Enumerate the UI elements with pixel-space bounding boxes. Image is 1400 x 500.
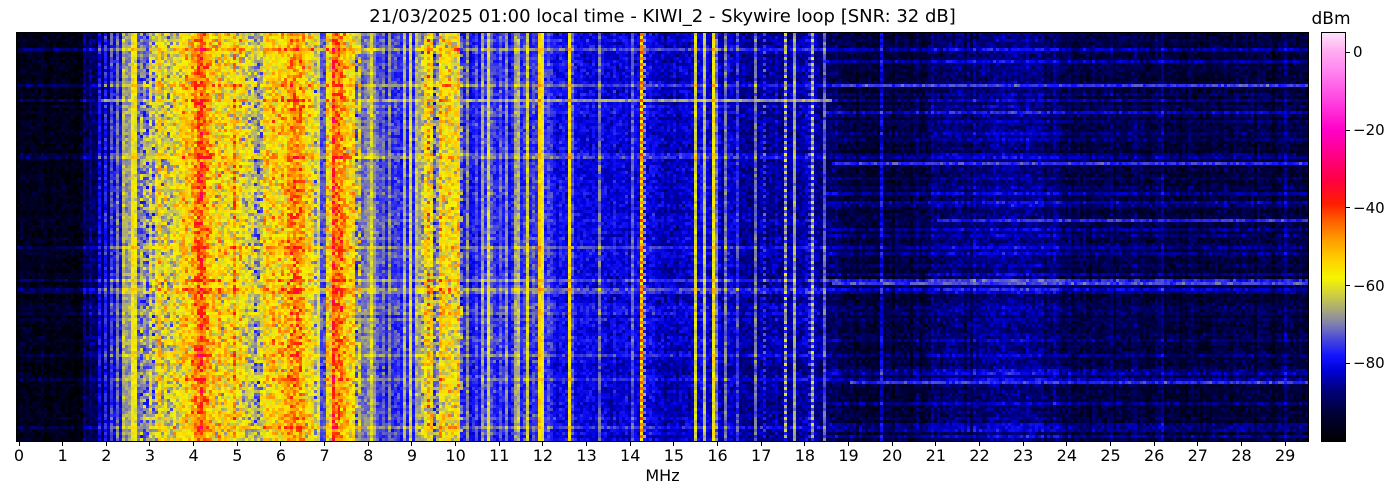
colorbar-tick-label: 0	[1353, 43, 1363, 62]
x-tick	[717, 442, 719, 446]
colorbar-tick	[1345, 207, 1350, 209]
x-tick	[455, 442, 457, 446]
x-tick-label: 19	[838, 446, 859, 465]
x-tick	[498, 442, 500, 446]
x-tick-label: 15	[663, 446, 685, 465]
x-tick	[105, 442, 107, 446]
x-tick-label: 0	[13, 446, 25, 465]
x-tick-label: 26	[1143, 446, 1165, 465]
x-tick-label: 8	[363, 446, 374, 465]
x-tick-label: 29	[1274, 446, 1296, 465]
x-tick-label: 6	[275, 446, 287, 465]
x-tick-label: 14	[620, 446, 641, 465]
x-tick-label: 9	[406, 446, 418, 465]
colorbar-gradient	[1322, 33, 1345, 441]
x-tick	[236, 442, 238, 446]
x-tick-label: 11	[489, 446, 510, 465]
x-tick	[848, 442, 850, 446]
x-tick-label: 25	[1100, 446, 1121, 465]
x-tick	[62, 442, 64, 446]
x-tick	[979, 442, 981, 446]
colorbar-tick-label: −20	[1353, 121, 1385, 140]
x-tick-label: 7	[319, 446, 330, 465]
x-tick	[629, 442, 631, 446]
x-tick	[760, 442, 762, 446]
x-tick	[193, 442, 195, 446]
x-tick	[1066, 442, 1068, 446]
x-tick	[324, 442, 326, 446]
x-tick	[1240, 442, 1242, 446]
x-tick-label: 28	[1231, 446, 1252, 465]
x-tick-label: 3	[144, 446, 156, 465]
x-tick-label: 22	[969, 446, 990, 465]
x-axis-label: MHz	[645, 466, 680, 485]
x-tick-label: 27	[1187, 446, 1208, 465]
colorbar	[1321, 32, 1346, 442]
x-tick	[1110, 442, 1111, 446]
colorbar-tick	[1345, 362, 1350, 364]
x-tick-label: 21	[925, 446, 947, 465]
x-tick-label: 24	[1056, 446, 1077, 465]
x-tick-label: 5	[232, 446, 243, 465]
x-tick-label: 23	[1012, 446, 1034, 465]
x-tick-label: 18	[794, 446, 816, 465]
x-tick	[891, 442, 893, 446]
colorbar-tick-label: −60	[1353, 276, 1385, 295]
x-tick	[1153, 442, 1155, 446]
x-tick	[1022, 442, 1024, 446]
x-tick-label: 10	[445, 446, 466, 465]
x-tick	[411, 442, 413, 446]
x-tick-label: 4	[188, 446, 199, 465]
x-tick-label: 17	[751, 446, 772, 465]
x-tick	[586, 442, 588, 446]
colorbar-tick	[1345, 285, 1350, 287]
colorbar-label: dBm	[1311, 9, 1351, 29]
x-tick	[1284, 442, 1286, 446]
x-tick	[149, 442, 151, 446]
x-tick	[280, 442, 282, 446]
x-tick	[542, 442, 544, 446]
x-tick-label: 12	[532, 446, 554, 465]
colorbar-tick-label: −40	[1353, 198, 1385, 217]
x-tick-label: 20	[882, 446, 903, 465]
colorbar-tick	[1345, 129, 1350, 131]
x-tick-label: 2	[101, 446, 112, 465]
x-tick	[367, 442, 369, 446]
x-tick-label: 16	[707, 446, 728, 465]
x-tick	[18, 442, 20, 446]
x-tick-label: 1	[57, 446, 68, 465]
x-tick	[804, 442, 806, 446]
x-tick	[673, 442, 675, 446]
chart-title: 21/03/2025 01:00 local time - KIWI_2 - S…	[369, 6, 956, 27]
colorbar-tick	[1345, 51, 1350, 53]
waterfall-spectrogram-canvas	[17, 33, 1308, 441]
x-tick	[1197, 442, 1199, 446]
x-tick-label: 13	[576, 446, 597, 465]
x-tick	[935, 442, 937, 446]
colorbar-tick-label: −80	[1353, 354, 1385, 373]
